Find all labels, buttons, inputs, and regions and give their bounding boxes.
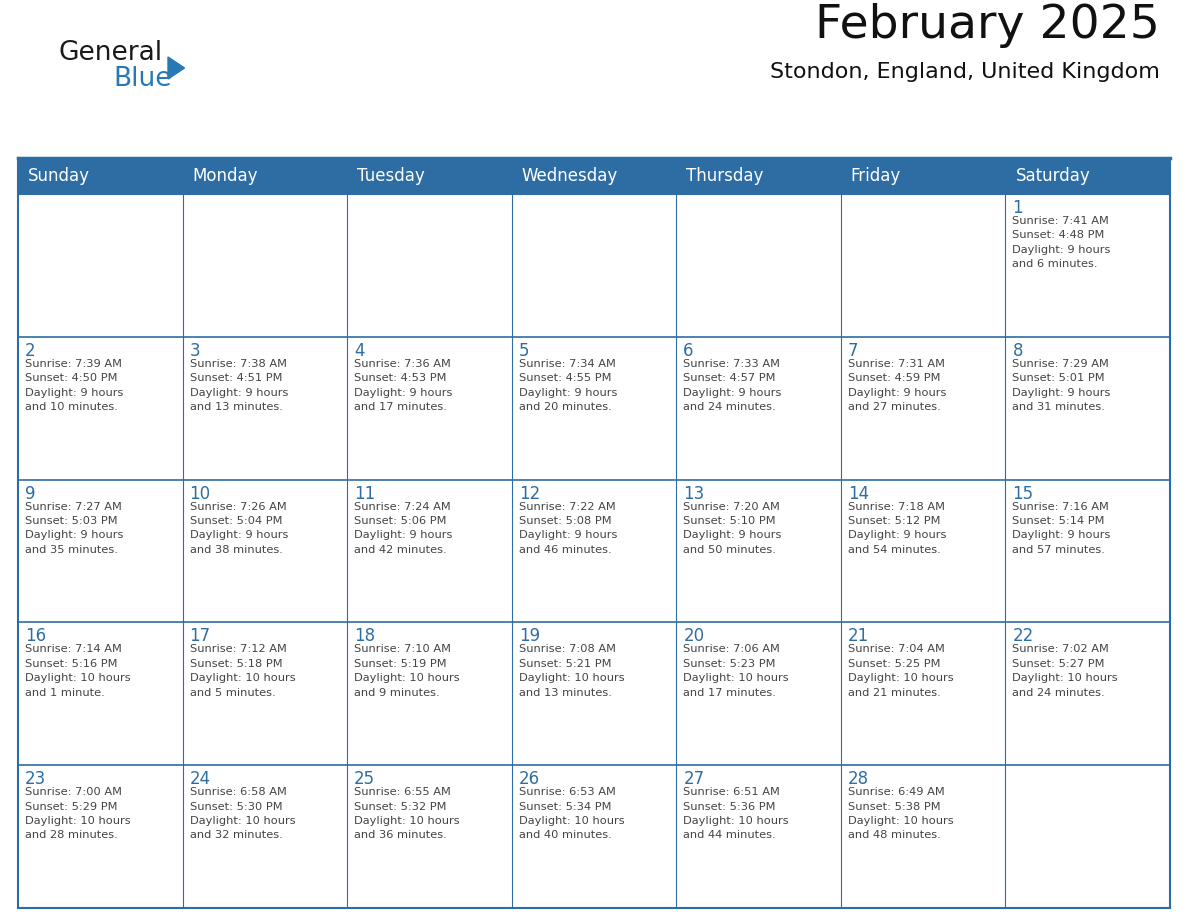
Text: Thursday: Thursday [687, 167, 764, 185]
Text: Sunrise: 7:06 AM
Sunset: 5:23 PM
Daylight: 10 hours
and 17 minutes.: Sunrise: 7:06 AM Sunset: 5:23 PM Dayligh… [683, 644, 789, 698]
Text: 1: 1 [1012, 199, 1023, 217]
Text: 26: 26 [519, 770, 539, 789]
Text: Sunrise: 7:34 AM
Sunset: 4:55 PM
Daylight: 9 hours
and 20 minutes.: Sunrise: 7:34 AM Sunset: 4:55 PM Dayligh… [519, 359, 617, 412]
Text: Sunday: Sunday [29, 167, 90, 185]
Text: 8: 8 [1012, 341, 1023, 360]
Text: 6: 6 [683, 341, 694, 360]
Text: Sunrise: 7:26 AM
Sunset: 5:04 PM
Daylight: 9 hours
and 38 minutes.: Sunrise: 7:26 AM Sunset: 5:04 PM Dayligh… [190, 501, 287, 554]
Text: 25: 25 [354, 770, 375, 789]
Text: Sunrise: 6:49 AM
Sunset: 5:38 PM
Daylight: 10 hours
and 48 minutes.: Sunrise: 6:49 AM Sunset: 5:38 PM Dayligh… [848, 788, 954, 840]
Text: 5: 5 [519, 341, 529, 360]
Text: General: General [58, 40, 162, 66]
Text: 22: 22 [1012, 627, 1034, 645]
Text: 11: 11 [354, 485, 375, 502]
Text: 15: 15 [1012, 485, 1034, 502]
Text: 19: 19 [519, 627, 539, 645]
Text: 27: 27 [683, 770, 704, 789]
Text: Sunrise: 7:16 AM
Sunset: 5:14 PM
Daylight: 9 hours
and 57 minutes.: Sunrise: 7:16 AM Sunset: 5:14 PM Dayligh… [1012, 501, 1111, 554]
Text: Saturday: Saturday [1016, 167, 1091, 185]
Text: 18: 18 [354, 627, 375, 645]
Text: Sunrise: 6:55 AM
Sunset: 5:32 PM
Daylight: 10 hours
and 36 minutes.: Sunrise: 6:55 AM Sunset: 5:32 PM Dayligh… [354, 788, 460, 840]
Bar [18, 337, 1170, 479]
Text: 4: 4 [354, 341, 365, 360]
Text: 16: 16 [25, 627, 46, 645]
Text: Sunrise: 7:33 AM
Sunset: 4:57 PM
Daylight: 9 hours
and 24 minutes.: Sunrise: 7:33 AM Sunset: 4:57 PM Dayligh… [683, 359, 782, 412]
Text: Sunrise: 6:58 AM
Sunset: 5:30 PM
Daylight: 10 hours
and 32 minutes.: Sunrise: 6:58 AM Sunset: 5:30 PM Dayligh… [190, 788, 295, 840]
Polygon shape [168, 57, 184, 79]
Text: 12: 12 [519, 485, 541, 502]
Text: Sunrise: 7:18 AM
Sunset: 5:12 PM
Daylight: 9 hours
and 54 minutes.: Sunrise: 7:18 AM Sunset: 5:12 PM Dayligh… [848, 501, 946, 554]
Text: Sunrise: 7:36 AM
Sunset: 4:53 PM
Daylight: 9 hours
and 17 minutes.: Sunrise: 7:36 AM Sunset: 4:53 PM Dayligh… [354, 359, 453, 412]
Text: Stondon, England, United Kingdom: Stondon, England, United Kingdom [770, 62, 1159, 82]
Text: Sunrise: 7:00 AM
Sunset: 5:29 PM
Daylight: 10 hours
and 28 minutes.: Sunrise: 7:00 AM Sunset: 5:29 PM Dayligh… [25, 788, 131, 840]
Text: Sunrise: 7:04 AM
Sunset: 5:25 PM
Daylight: 10 hours
and 21 minutes.: Sunrise: 7:04 AM Sunset: 5:25 PM Dayligh… [848, 644, 954, 698]
Text: 28: 28 [848, 770, 868, 789]
Text: Sunrise: 7:29 AM
Sunset: 5:01 PM
Daylight: 9 hours
and 31 minutes.: Sunrise: 7:29 AM Sunset: 5:01 PM Dayligh… [1012, 359, 1111, 412]
Text: Sunrise: 7:27 AM
Sunset: 5:03 PM
Daylight: 9 hours
and 35 minutes.: Sunrise: 7:27 AM Sunset: 5:03 PM Dayligh… [25, 501, 124, 554]
Text: Sunrise: 7:10 AM
Sunset: 5:19 PM
Daylight: 10 hours
and 9 minutes.: Sunrise: 7:10 AM Sunset: 5:19 PM Dayligh… [354, 644, 460, 698]
Text: Sunrise: 7:14 AM
Sunset: 5:16 PM
Daylight: 10 hours
and 1 minute.: Sunrise: 7:14 AM Sunset: 5:16 PM Dayligh… [25, 644, 131, 698]
Text: 9: 9 [25, 485, 36, 502]
Text: 2: 2 [25, 341, 36, 360]
Text: February 2025: February 2025 [815, 3, 1159, 48]
Text: 21: 21 [848, 627, 870, 645]
Text: Sunrise: 7:08 AM
Sunset: 5:21 PM
Daylight: 10 hours
and 13 minutes.: Sunrise: 7:08 AM Sunset: 5:21 PM Dayligh… [519, 644, 625, 698]
Text: 10: 10 [190, 485, 210, 502]
Text: Friday: Friday [851, 167, 902, 185]
Text: Sunrise: 7:41 AM
Sunset: 4:48 PM
Daylight: 9 hours
and 6 minutes.: Sunrise: 7:41 AM Sunset: 4:48 PM Dayligh… [1012, 216, 1111, 269]
Bar [18, 766, 1170, 908]
Text: 3: 3 [190, 341, 201, 360]
Text: Sunrise: 7:22 AM
Sunset: 5:08 PM
Daylight: 9 hours
and 46 minutes.: Sunrise: 7:22 AM Sunset: 5:08 PM Dayligh… [519, 501, 617, 554]
Text: Sunrise: 6:53 AM
Sunset: 5:34 PM
Daylight: 10 hours
and 40 minutes.: Sunrise: 6:53 AM Sunset: 5:34 PM Dayligh… [519, 788, 625, 840]
Text: Sunrise: 7:12 AM
Sunset: 5:18 PM
Daylight: 10 hours
and 5 minutes.: Sunrise: 7:12 AM Sunset: 5:18 PM Dayligh… [190, 644, 295, 698]
Text: Sunrise: 7:38 AM
Sunset: 4:51 PM
Daylight: 9 hours
and 13 minutes.: Sunrise: 7:38 AM Sunset: 4:51 PM Dayligh… [190, 359, 287, 412]
Text: Wednesday: Wednesday [522, 167, 618, 185]
Text: 24: 24 [190, 770, 210, 789]
Text: 14: 14 [848, 485, 868, 502]
Text: 20: 20 [683, 627, 704, 645]
Text: 23: 23 [25, 770, 46, 789]
Text: Blue: Blue [113, 66, 171, 92]
Text: 7: 7 [848, 341, 859, 360]
Text: Monday: Monday [192, 167, 258, 185]
Text: Sunrise: 7:39 AM
Sunset: 4:50 PM
Daylight: 9 hours
and 10 minutes.: Sunrise: 7:39 AM Sunset: 4:50 PM Dayligh… [25, 359, 124, 412]
Text: Sunrise: 7:20 AM
Sunset: 5:10 PM
Daylight: 9 hours
and 50 minutes.: Sunrise: 7:20 AM Sunset: 5:10 PM Dayligh… [683, 501, 782, 554]
Bar [18, 479, 1170, 622]
Bar [18, 158, 1170, 194]
Text: 17: 17 [190, 627, 210, 645]
Text: Tuesday: Tuesday [358, 167, 425, 185]
Bar [18, 194, 1170, 337]
Bar [18, 622, 1170, 766]
Text: 13: 13 [683, 485, 704, 502]
Text: Sunrise: 6:51 AM
Sunset: 5:36 PM
Daylight: 10 hours
and 44 minutes.: Sunrise: 6:51 AM Sunset: 5:36 PM Dayligh… [683, 788, 789, 840]
Text: Sunrise: 7:31 AM
Sunset: 4:59 PM
Daylight: 9 hours
and 27 minutes.: Sunrise: 7:31 AM Sunset: 4:59 PM Dayligh… [848, 359, 946, 412]
Text: Sunrise: 7:02 AM
Sunset: 5:27 PM
Daylight: 10 hours
and 24 minutes.: Sunrise: 7:02 AM Sunset: 5:27 PM Dayligh… [1012, 644, 1118, 698]
Text: Sunrise: 7:24 AM
Sunset: 5:06 PM
Daylight: 9 hours
and 42 minutes.: Sunrise: 7:24 AM Sunset: 5:06 PM Dayligh… [354, 501, 453, 554]
